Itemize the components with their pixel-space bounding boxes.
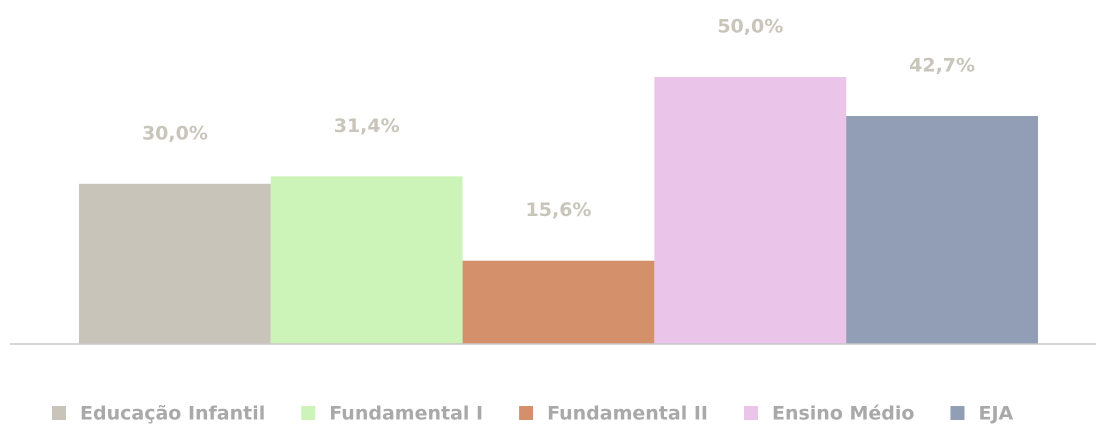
value-label: 31,4% [334,115,400,137]
legend-label: Fundamental I [329,403,483,425]
bar [462,260,655,344]
legend-label: Ensino Médio [772,403,914,425]
legend-swatch [519,406,534,420]
legend-swatch [52,406,66,420]
value-label: 42,7% [909,54,975,76]
legend-swatch [301,406,316,420]
bar [846,115,1038,345]
bar [79,183,271,344]
legend-label: EJA [978,403,1013,425]
legend-swatch [950,406,965,420]
bar [654,77,847,344]
value-label: 30,0% [142,122,208,144]
legend-label: Fundamental II [547,403,708,425]
legend-swatch [743,406,758,420]
value-label: 15,6% [526,199,592,221]
legend-label: Educação Infantil [80,403,265,425]
bar [270,176,463,344]
value-label: 50,0% [717,16,783,38]
